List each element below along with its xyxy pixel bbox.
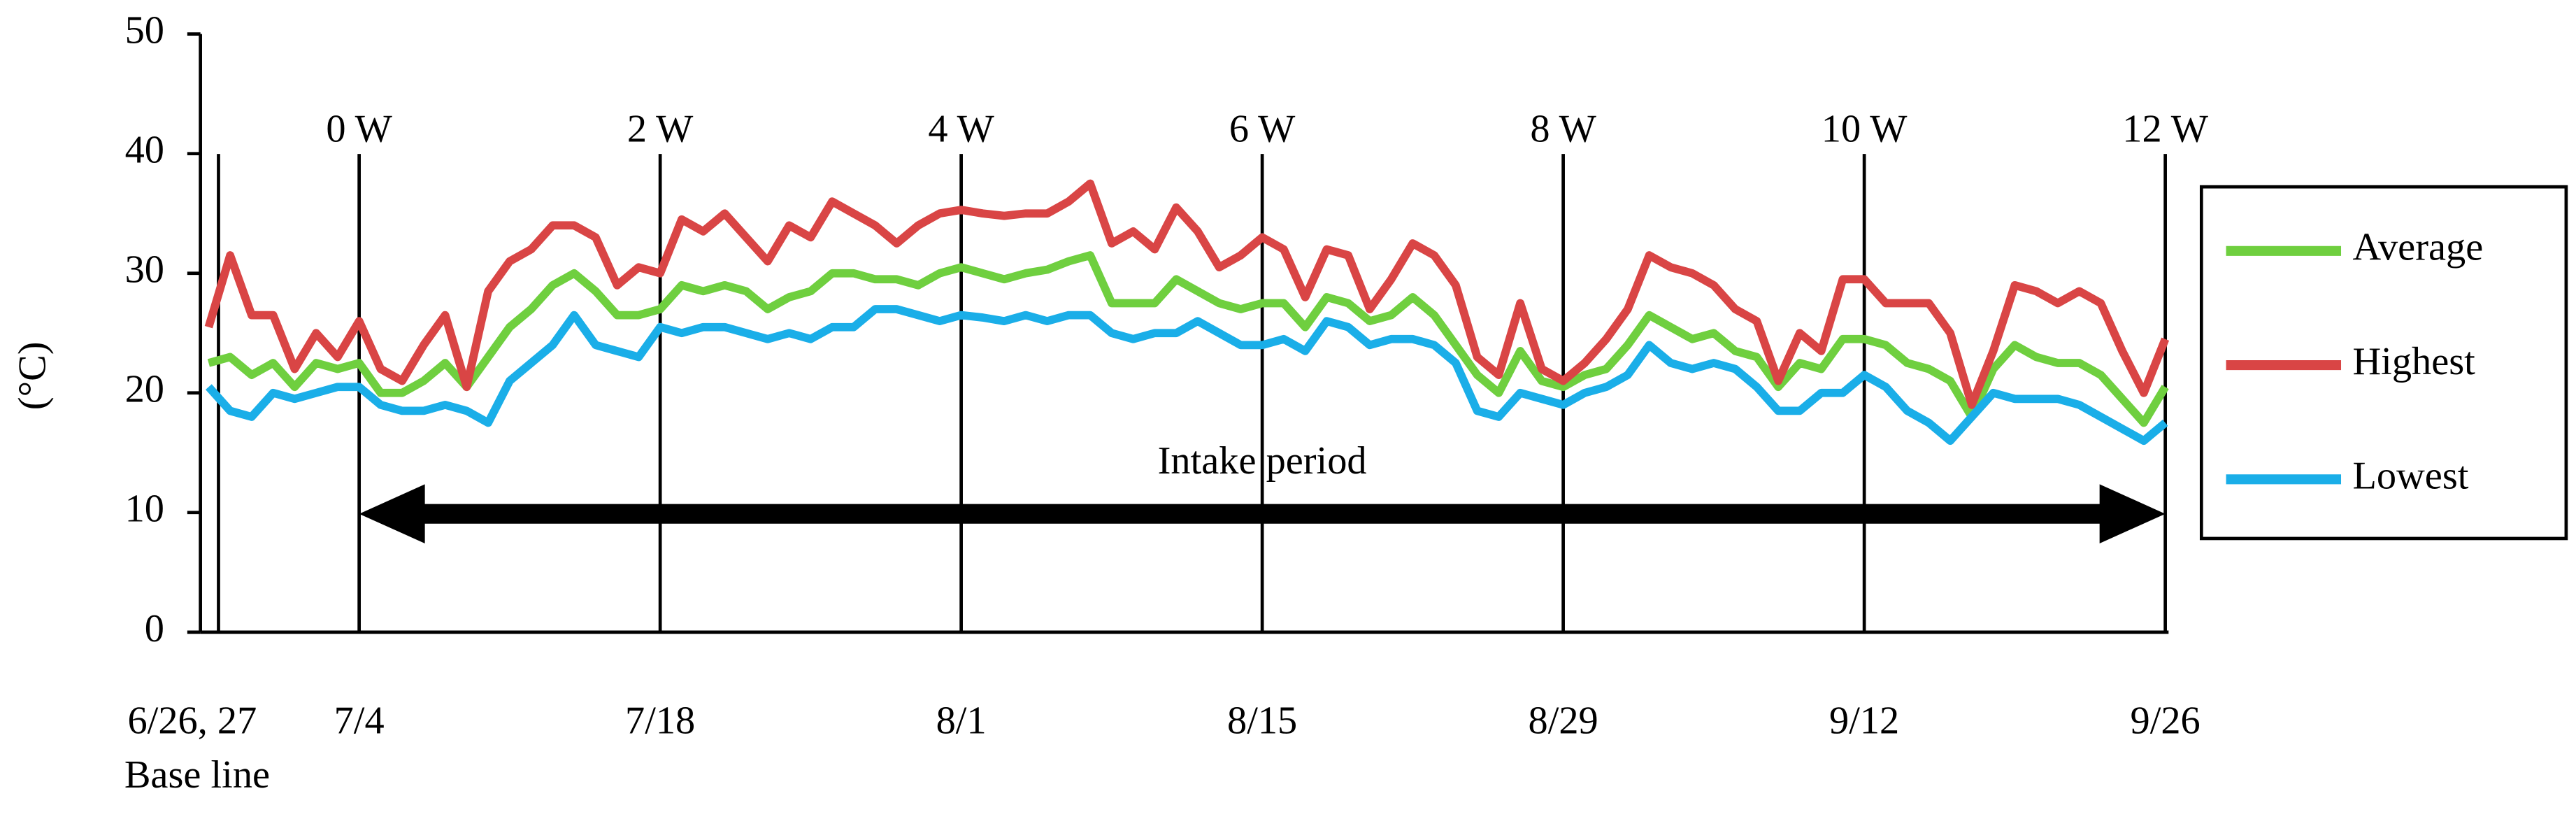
x-tick-label: 9/12 [1829, 699, 1899, 742]
y-tick-label: 0 [145, 607, 164, 650]
legend-label: Highest [2352, 340, 2475, 383]
y-tick-label: 30 [125, 248, 164, 292]
x-tick-label: 9/26 [2131, 699, 2201, 742]
x-tick-label: 8/15 [1227, 699, 1297, 742]
arrow-head [2099, 484, 2166, 543]
legend-label: Lowest [2352, 454, 2468, 497]
arrow-head [359, 484, 425, 543]
week-label: 4 W [928, 108, 994, 151]
baseline-label: Base line [124, 753, 270, 797]
week-label: 0 W [326, 108, 392, 151]
y-axis-label: (°C) [11, 341, 55, 410]
x-tick-label: 7/4 [334, 699, 385, 742]
y-tick-label: 40 [125, 129, 164, 172]
week-label: 8 W [1530, 108, 1596, 151]
x-tick-label: 7/18 [625, 699, 695, 742]
y-tick-label: 20 [125, 368, 164, 411]
x-tick-label: 6/26, 27 [127, 699, 257, 742]
week-label: 2 W [627, 108, 694, 151]
series-line [204, 179, 2170, 409]
x-tick-label: 8/1 [936, 699, 987, 742]
series-line [207, 251, 2169, 427]
week-label: 6 W [1229, 108, 1296, 151]
week-label: 10 W [1822, 108, 1908, 151]
legend-label: Average [2352, 226, 2483, 269]
series-line [206, 305, 2168, 446]
x-tick-label: 8/29 [1529, 699, 1598, 742]
week-label: 12 W [2122, 108, 2208, 151]
y-tick-label: 50 [125, 9, 164, 52]
y-tick-label: 10 [125, 487, 164, 531]
intake-label: Intake period [1158, 439, 1367, 483]
